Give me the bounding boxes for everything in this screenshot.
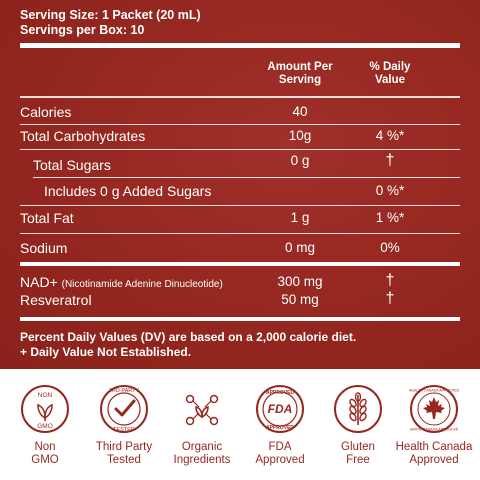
row-amount-total-carbohydrates: 10g — [288, 128, 312, 143]
row-dv-nad: † — [385, 272, 395, 289]
row-label-total-carbohydrates: Total Carbohydrates — [20, 128, 146, 144]
columns-rule — [20, 96, 460, 98]
row-label-added-sugars: Includes 0 g Added Sugars — [44, 183, 212, 199]
row-label-total-fat: Total Fat — [20, 210, 74, 226]
row-dv-resveratrol: † — [385, 290, 395, 307]
daily-values-footnote: Percent Daily Values (DV) are based on a… — [20, 330, 357, 344]
fda-approved-icon: APPROVED FDA APPROVED — [256, 385, 304, 433]
dv-header-line2: Value — [374, 74, 406, 86]
health-canada-icon: HEALTH CANADA APPROVED SANTÉ CANADA APPR… — [409, 385, 460, 433]
nad-label-detail: (Nicotinamide Adenine Dinucleotide) — [61, 279, 223, 290]
amount-header-line2: Serving — [278, 74, 322, 86]
row-amount-calories: 40 — [292, 104, 308, 119]
badge-gluten-free: Gluten Free — [318, 383, 398, 467]
row-label-total-sugars: Total Sugars — [33, 157, 111, 173]
servings-per-box: Servings per Box: 10 — [20, 23, 145, 37]
row-dv-sodium: 0% — [380, 240, 400, 255]
footer-thick-rule — [20, 317, 460, 321]
svg-text:TESTED: TESTED — [113, 427, 135, 433]
third-party-tested-icon: 3RD PARTY TESTED — [100, 385, 148, 433]
svg-text:3RD PARTY: 3RD PARTY — [109, 388, 140, 394]
svg-text:APPROVED: APPROVED — [266, 390, 294, 396]
row-divider — [20, 149, 460, 150]
row-label-nad: NAD+ (Nicotinamide Adenine Dinucleotide) — [20, 274, 223, 290]
not-established-footnote: + Daily Value Not Established. — [20, 345, 192, 359]
row-divider — [20, 205, 460, 206]
certification-badges: NON GMO Non GMO 3RD PARTY TESTED Third Pa… — [0, 369, 480, 480]
section-thick-rule — [20, 262, 460, 266]
badge-non-gmo: NON GMO Non GMO — [5, 383, 85, 467]
row-amount-sodium: 0 mg — [284, 240, 315, 255]
row-divider — [20, 233, 460, 234]
row-divider — [33, 177, 460, 178]
badge-fda-approved: APPROVED FDA APPROVED FDA Approved — [240, 383, 320, 467]
non-gmo-icon: NON GMO — [21, 385, 69, 433]
gluten-free-icon — [334, 385, 382, 433]
row-amount-total-sugars: 0 g — [290, 153, 310, 168]
row-label-calories: Calories — [20, 104, 72, 120]
row-dv-added-sugars: 0 %* — [375, 183, 405, 198]
svg-text:GMO: GMO — [37, 423, 53, 430]
row-amount-nad: 300 mg — [277, 274, 323, 289]
badge-health-canada-label: Health Canada Approved — [395, 441, 473, 466]
badge-organic-ingredients: Organic Ingredients — [162, 383, 242, 467]
badge-non-gmo-label: Non GMO — [31, 441, 59, 466]
badge-third-party-tested-label: Third Party Tested — [95, 441, 153, 466]
row-label-sodium: Sodium — [20, 240, 68, 256]
svg-text:NON: NON — [38, 392, 53, 399]
svg-text:HEALTH CANADA APPROVED: HEALTH CANADA APPROVED — [409, 389, 460, 393]
serving-size: Serving Size: 1 Packet (20 mL) — [20, 8, 201, 22]
svg-text:APPROVED: APPROVED — [266, 425, 294, 431]
amount-header-line1: Amount Per — [267, 61, 333, 73]
row-amount-resveratrol: 50 mg — [281, 292, 319, 307]
badge-health-canada-approved: HEALTH CANADA APPROVED SANTÉ CANADA APPR… — [391, 383, 477, 467]
nad-label: NAD+ — [20, 274, 58, 290]
row-label-resveratrol: Resveratrol — [20, 292, 92, 308]
dv-header-line1: % Daily — [369, 61, 411, 73]
row-amount-total-fat: 1 g — [290, 210, 310, 225]
svg-text:SANTÉ CANADA APPROUVÉ: SANTÉ CANADA APPROUVÉ — [410, 427, 459, 432]
row-divider — [20, 124, 460, 125]
row-dv-total-carbohydrates: 4 %* — [375, 128, 405, 143]
daily-value-column-header: % Daily Value — [350, 61, 430, 87]
row-dv-total-sugars: † — [385, 152, 395, 169]
header-thick-rule — [20, 43, 460, 48]
svg-text:FDA: FDA — [268, 402, 293, 416]
badge-organic-ingredients-label: Organic Ingredients — [173, 441, 231, 466]
badge-fda-approved-label: FDA Approved — [255, 441, 305, 466]
badge-gluten-free-label: Gluten Free — [341, 441, 375, 466]
badge-third-party-tested: 3RD PARTY TESTED Third Party Tested — [84, 383, 164, 467]
amount-column-header: Amount Per Serving — [258, 61, 342, 87]
nutrition-facts-panel: Serving Size: 1 Packet (20 mL) Servings … — [0, 0, 480, 369]
organic-ingredients-icon — [185, 394, 219, 426]
row-dv-total-fat: 1 %* — [375, 210, 405, 225]
